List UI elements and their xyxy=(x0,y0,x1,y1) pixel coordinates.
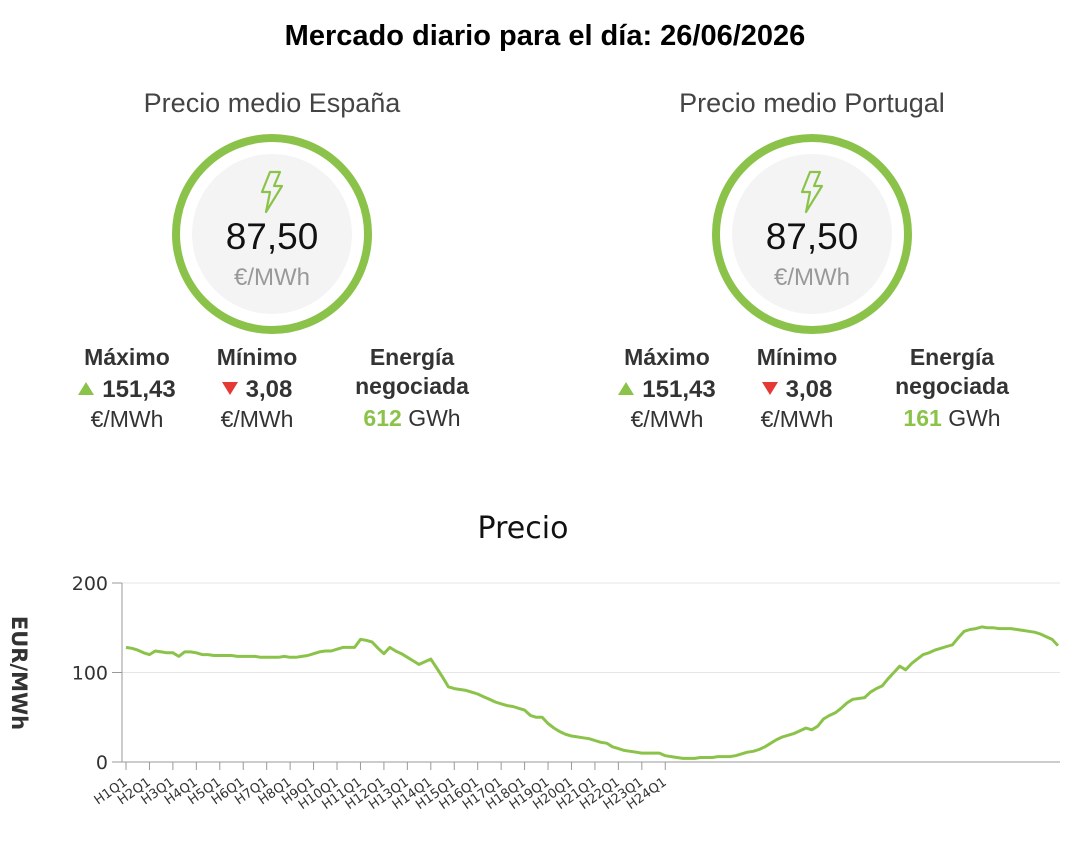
min-value-row: 3,08 xyxy=(197,376,317,404)
min-value: 3,08 xyxy=(785,376,833,403)
min-unit: €/MWh xyxy=(760,406,834,432)
max-value: 151,43 xyxy=(642,376,716,403)
spain-max-stat: Máximo 151,43 €/MWh xyxy=(67,343,187,434)
portugal-panel-title: Precio medio Portugal xyxy=(679,88,945,118)
triangle-down-icon xyxy=(761,382,778,396)
energy-label-2: negociada xyxy=(355,373,469,399)
max-unit: €/MWh xyxy=(630,406,704,432)
energy-value: 612 xyxy=(363,405,402,431)
energy-unit: GWh xyxy=(948,405,1001,431)
spain-price-unit: €/MWh xyxy=(233,264,310,291)
price-series-line xyxy=(125,625,1060,760)
y-tick-label: 100 xyxy=(72,663,108,685)
portugal-min-stat: Mínimo 3,08 €/MWh xyxy=(737,343,857,434)
energy-row: 612 GWh xyxy=(337,403,487,433)
portugal-energy-stat: Energía negociada 161 GWh xyxy=(877,343,1027,433)
spain-panel: Precio medio España 87,50 €/MWh Máximo 1… xyxy=(37,88,507,448)
page-title: Mercado diario para el día: 26/06/2026 xyxy=(284,20,806,52)
max-label: Máximo xyxy=(84,344,170,370)
max-value-row: 151,43 xyxy=(607,376,727,404)
gauge-inner xyxy=(192,154,352,314)
energy-row: 161 GWh xyxy=(877,403,1027,433)
energy-unit: GWh xyxy=(408,405,461,431)
min-label: Mínimo xyxy=(756,344,838,370)
triangle-down-icon xyxy=(221,382,238,396)
portugal-max-stat: Máximo 151,43 €/MWh xyxy=(607,343,727,434)
max-label: Máximo xyxy=(624,344,710,370)
gauge-inner xyxy=(732,154,892,314)
chart-title: Precio xyxy=(478,511,569,546)
max-value-row: 151,43 xyxy=(67,376,187,404)
max-unit: €/MWh xyxy=(90,406,164,432)
min-unit: €/MWh xyxy=(220,406,294,432)
lightning-bolt-icon xyxy=(260,170,284,214)
portugal-average-price: 87,50 xyxy=(765,216,859,257)
y-tick-label: 200 xyxy=(72,573,108,595)
lightning-bolt-icon xyxy=(800,170,824,214)
energy-label-2: negociada xyxy=(895,373,1009,399)
triangle-up-icon xyxy=(78,382,95,396)
energy-label-1: Energía xyxy=(909,344,995,370)
max-value: 151,43 xyxy=(102,376,176,403)
portugal-price-unit: €/MWh xyxy=(773,264,850,291)
portugal-price-gauge: 87,50 €/MWh xyxy=(712,134,912,334)
y-axis-label: EUR/MWh xyxy=(7,616,31,730)
spain-min-stat: Mínimo 3,08 €/MWh xyxy=(197,343,317,434)
min-value: 3,08 xyxy=(245,376,293,403)
energy-label-1: Energía xyxy=(369,344,455,370)
spain-energy-stat: Energía negociada 612 GWh xyxy=(337,343,487,433)
triangle-up-icon xyxy=(618,382,635,396)
spain-price-gauge: 87,50 €/MWh xyxy=(172,134,372,334)
min-label: Mínimo xyxy=(216,344,298,370)
spain-panel-title: Precio medio España xyxy=(143,88,401,118)
spain-average-price: 87,50 xyxy=(225,216,319,257)
y-tick-label: 0 xyxy=(96,752,108,774)
portugal-panel: Precio medio Portugal 87,50 €/MWh Máximo… xyxy=(577,88,1047,448)
min-value-row: 3,08 xyxy=(737,376,857,404)
energy-value: 161 xyxy=(903,405,942,431)
